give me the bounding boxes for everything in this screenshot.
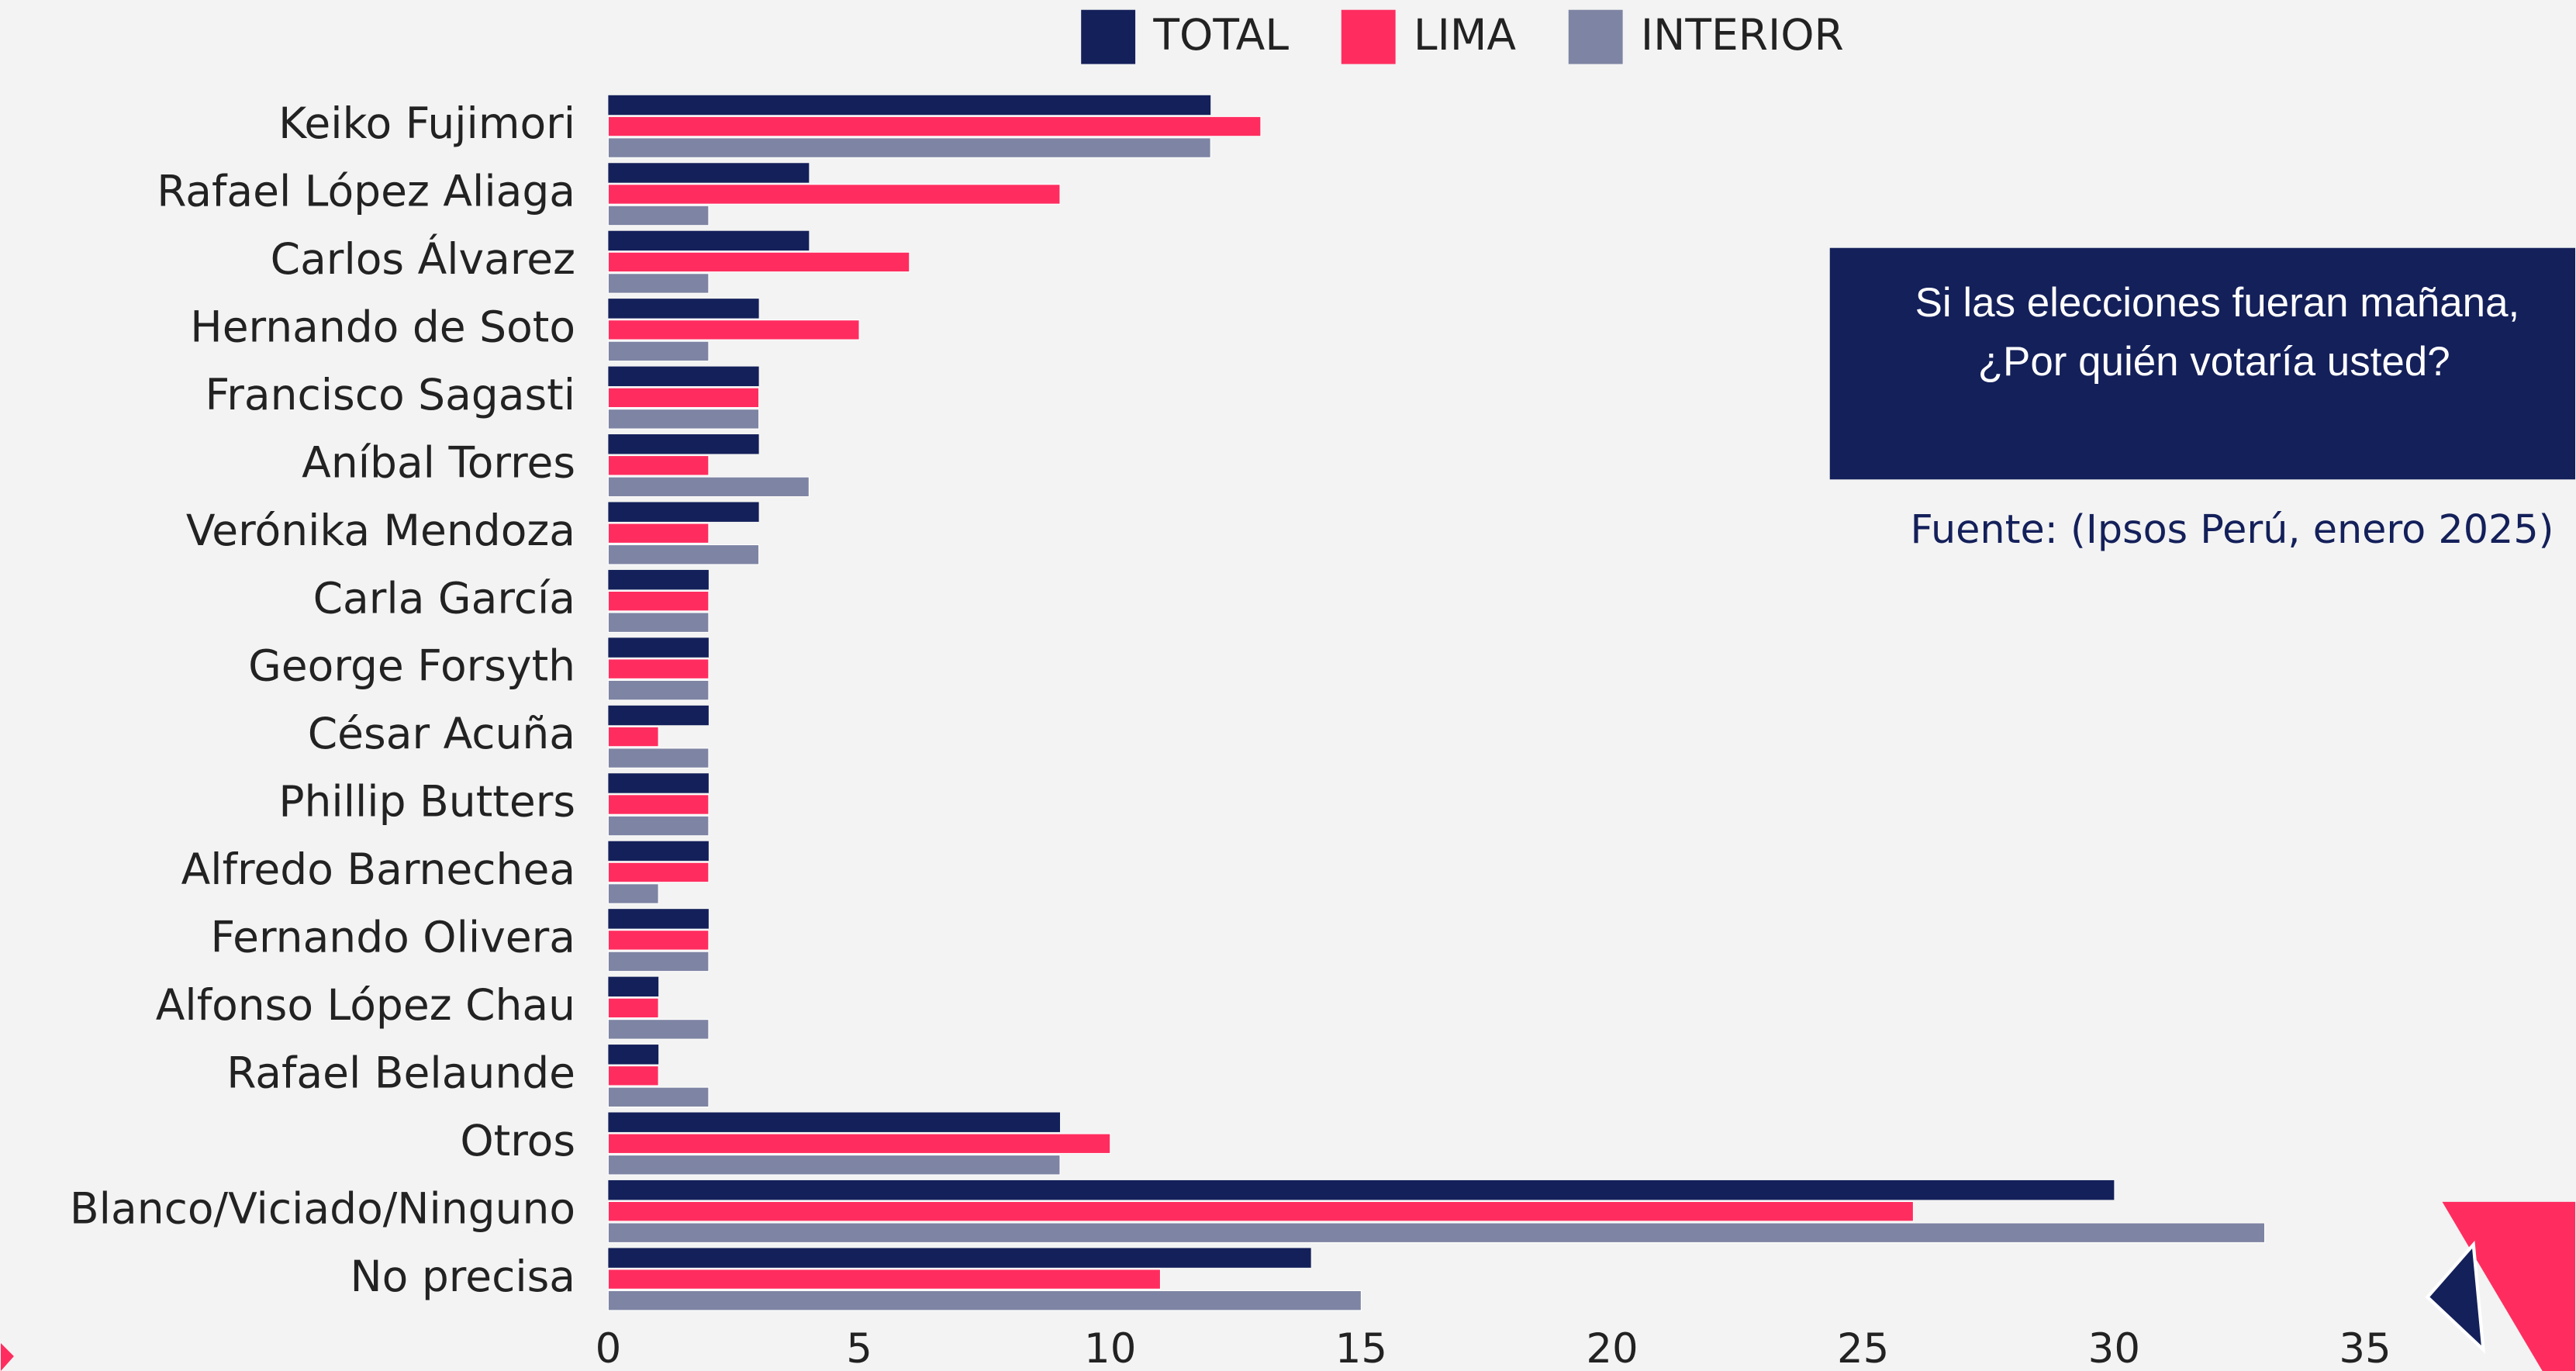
bar [607,1019,710,1040]
bar [607,251,910,273]
bar [608,705,709,726]
bar [608,366,759,387]
bar [607,658,710,679]
legend-swatch [1081,9,1136,64]
bar [608,569,709,590]
x-tick-label: 10 [1084,1325,1136,1371]
x-tick-label: 20 [1586,1325,1638,1371]
bar [607,997,659,1019]
bar [608,1045,659,1065]
bar [607,319,860,340]
y-tick-label: Rafael López Aliaga [157,167,575,216]
bar [607,273,710,294]
x-tick-label: 0 [596,1325,622,1371]
bar [608,1248,1311,1268]
y-tick-label: No precisa [350,1252,576,1301]
bar [607,612,710,633]
bar [607,930,710,951]
x-tick-label: 15 [1335,1325,1387,1371]
bar [607,387,760,409]
bar [607,455,710,476]
bar [607,862,710,883]
bar [608,163,810,183]
bar [608,502,759,522]
y-tick-label: Hernando de Soto [190,302,575,352]
bar [607,1065,659,1086]
y-tick-label: Keiko Fujimori [278,98,575,148]
bar [607,544,760,565]
legend-swatch [1568,9,1623,64]
bar [608,230,810,251]
bar [607,523,710,544]
decoration [2442,1201,2576,1371]
y-tick-label: Phillip Butters [278,777,575,827]
source: Fuente: (Ipsos Perú, enero 2025) [1911,506,2554,552]
bar [607,679,710,701]
question-line: Si las elecciones fueran mañana, [1915,280,2520,326]
legend-label: LIMA [1414,10,1516,60]
legend-label: INTERIOR [1641,10,1844,60]
bar [607,883,659,904]
bar [608,976,659,997]
bar [607,1155,1061,1176]
bar [608,841,709,862]
bar [608,95,1211,116]
bar [607,476,810,498]
x-tick-label: 5 [846,1325,872,1371]
y-tick-label: Verónika Mendoza [186,506,575,555]
bar [607,137,1211,158]
bar [607,184,1061,205]
decoration [2425,1240,2486,1354]
x-tick-label: 30 [2088,1325,2140,1371]
bar [607,1269,1161,1290]
bar [608,299,759,319]
question-line: ¿Por quién votaría usted? [1978,339,2450,385]
bar [607,748,710,768]
bar [608,1179,2115,1200]
legend-label: TOTAL [1152,10,1289,60]
y-tick-label: César Acuña [308,709,575,758]
x-tick-label: 35 [2339,1325,2391,1371]
x-tick-label: 25 [1837,1325,1889,1371]
y-tick-label: Carlos Álvarez [271,234,575,284]
y-tick-label: Alfredo Barnechea [181,844,575,894]
y-tick-label: Carla García [313,573,575,623]
legend-swatch [1341,9,1396,64]
bar [607,951,710,972]
bar [607,1086,710,1108]
bar [608,637,709,658]
bar [608,1112,1060,1132]
bar [607,1290,1362,1311]
question-box [1829,247,2576,480]
y-tick-label: Otros [460,1116,575,1166]
y-tick-label: Fernando Olivera [211,913,576,962]
bar [607,205,710,226]
bar [608,434,759,454]
bar [607,116,1262,137]
y-tick-label: Aníbal Torres [302,437,575,487]
y-tick-label: George Forsyth [248,641,575,691]
bar [607,1133,1111,1154]
bar [608,773,709,793]
y-tick-label: Alfonso López Chau [156,980,575,1030]
bar [608,909,709,929]
bar [607,794,710,815]
y-tick-label: Blanco/Viciado/Ninguno [70,1183,575,1233]
bar [607,590,710,612]
bar [607,815,710,837]
bar [607,409,760,430]
y-tick-label: Francisco Sagasti [205,370,575,420]
y-tick-label: Rafael Belaunde [226,1048,575,1097]
bar [607,726,659,748]
bar [607,340,710,362]
bar [607,1222,2266,1243]
decoration [0,1343,14,1371]
bar [607,1200,1914,1222]
